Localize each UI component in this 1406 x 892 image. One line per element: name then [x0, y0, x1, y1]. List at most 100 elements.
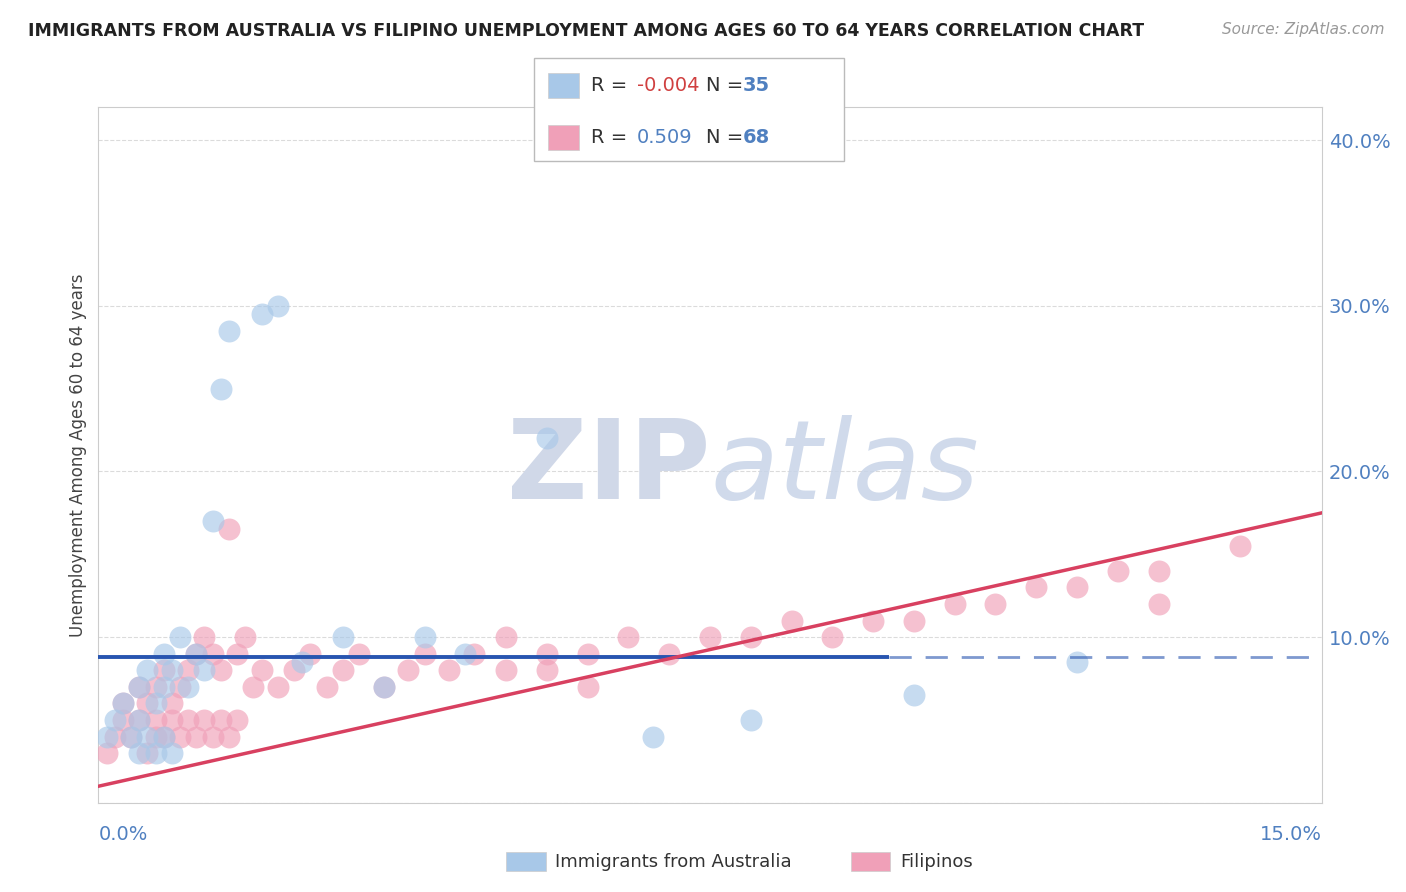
Point: [267, 680, 290, 694]
Point: [111, 713, 134, 727]
Point: [128, 713, 150, 727]
Point: [120, 730, 142, 744]
Point: [862, 614, 884, 628]
Point: [128, 713, 150, 727]
Point: [641, 730, 664, 744]
Point: [145, 746, 167, 760]
Point: [136, 663, 159, 677]
Point: [903, 614, 925, 628]
Point: [291, 655, 314, 669]
Point: [780, 614, 803, 628]
Point: [104, 730, 127, 744]
Point: [1107, 564, 1129, 578]
Point: [186, 647, 208, 661]
Text: 35: 35: [742, 76, 769, 95]
Point: [699, 630, 721, 644]
Y-axis label: Unemployment Among Ages 60 to 64 years: Unemployment Among Ages 60 to 64 years: [69, 273, 87, 637]
Text: R =: R =: [591, 76, 633, 95]
Point: [903, 688, 925, 702]
Point: [96, 746, 118, 760]
Point: [160, 663, 183, 677]
Point: [463, 647, 485, 661]
Point: [1229, 539, 1251, 553]
Point: [201, 647, 224, 661]
Point: [186, 647, 208, 661]
Point: [177, 663, 200, 677]
Point: [495, 663, 517, 677]
Point: [536, 431, 558, 445]
Point: [152, 663, 174, 677]
Point: [1025, 581, 1047, 595]
Point: [218, 730, 240, 744]
Point: [128, 746, 150, 760]
Point: [209, 713, 232, 727]
Point: [617, 630, 640, 644]
Point: [1147, 564, 1170, 578]
Point: [145, 713, 167, 727]
Point: [536, 647, 558, 661]
Point: [437, 663, 460, 677]
Point: [145, 697, 167, 711]
Point: [152, 730, 174, 744]
Point: [943, 597, 966, 611]
Point: [267, 299, 290, 313]
Point: [201, 730, 224, 744]
Point: [209, 382, 232, 396]
Point: [1066, 655, 1088, 669]
Point: [152, 680, 174, 694]
Text: N =: N =: [706, 76, 749, 95]
Text: R =: R =: [591, 128, 640, 147]
Point: [136, 730, 159, 744]
Point: [96, 730, 118, 744]
Point: [111, 697, 134, 711]
Point: [218, 523, 240, 537]
Point: [209, 663, 232, 677]
Point: [984, 597, 1007, 611]
Text: 0.509: 0.509: [637, 128, 693, 147]
Text: 15.0%: 15.0%: [1260, 824, 1322, 844]
Point: [186, 730, 208, 744]
Point: [332, 663, 354, 677]
Text: N =: N =: [706, 128, 749, 147]
Point: [177, 680, 200, 694]
Point: [160, 746, 183, 760]
Point: [226, 647, 249, 661]
Point: [315, 680, 337, 694]
Point: [111, 697, 134, 711]
Point: [576, 647, 599, 661]
Point: [218, 324, 240, 338]
Point: [152, 730, 174, 744]
Text: Filipinos: Filipinos: [900, 853, 973, 871]
Point: [152, 647, 174, 661]
Point: [160, 697, 183, 711]
Point: [396, 663, 419, 677]
Point: [136, 697, 159, 711]
Point: [193, 713, 215, 727]
Point: [193, 630, 215, 644]
Point: [169, 730, 191, 744]
Point: [332, 630, 354, 644]
Point: [413, 647, 436, 661]
Point: [495, 630, 517, 644]
Text: IMMIGRANTS FROM AUSTRALIA VS FILIPINO UNEMPLOYMENT AMONG AGES 60 TO 64 YEARS COR: IMMIGRANTS FROM AUSTRALIA VS FILIPINO UN…: [28, 22, 1144, 40]
Point: [136, 746, 159, 760]
Point: [299, 647, 322, 661]
Text: Immigrants from Australia: Immigrants from Australia: [555, 853, 792, 871]
Point: [1147, 597, 1170, 611]
Point: [120, 730, 142, 744]
Point: [250, 663, 273, 677]
Point: [373, 680, 395, 694]
Point: [821, 630, 844, 644]
Point: [160, 713, 183, 727]
Point: [169, 630, 191, 644]
Point: [536, 663, 558, 677]
Point: [576, 680, 599, 694]
Point: [104, 713, 127, 727]
Point: [454, 647, 477, 661]
Point: [226, 713, 249, 727]
Point: [283, 663, 305, 677]
Point: [740, 630, 762, 644]
Point: [373, 680, 395, 694]
Point: [177, 713, 200, 727]
Point: [242, 680, 264, 694]
